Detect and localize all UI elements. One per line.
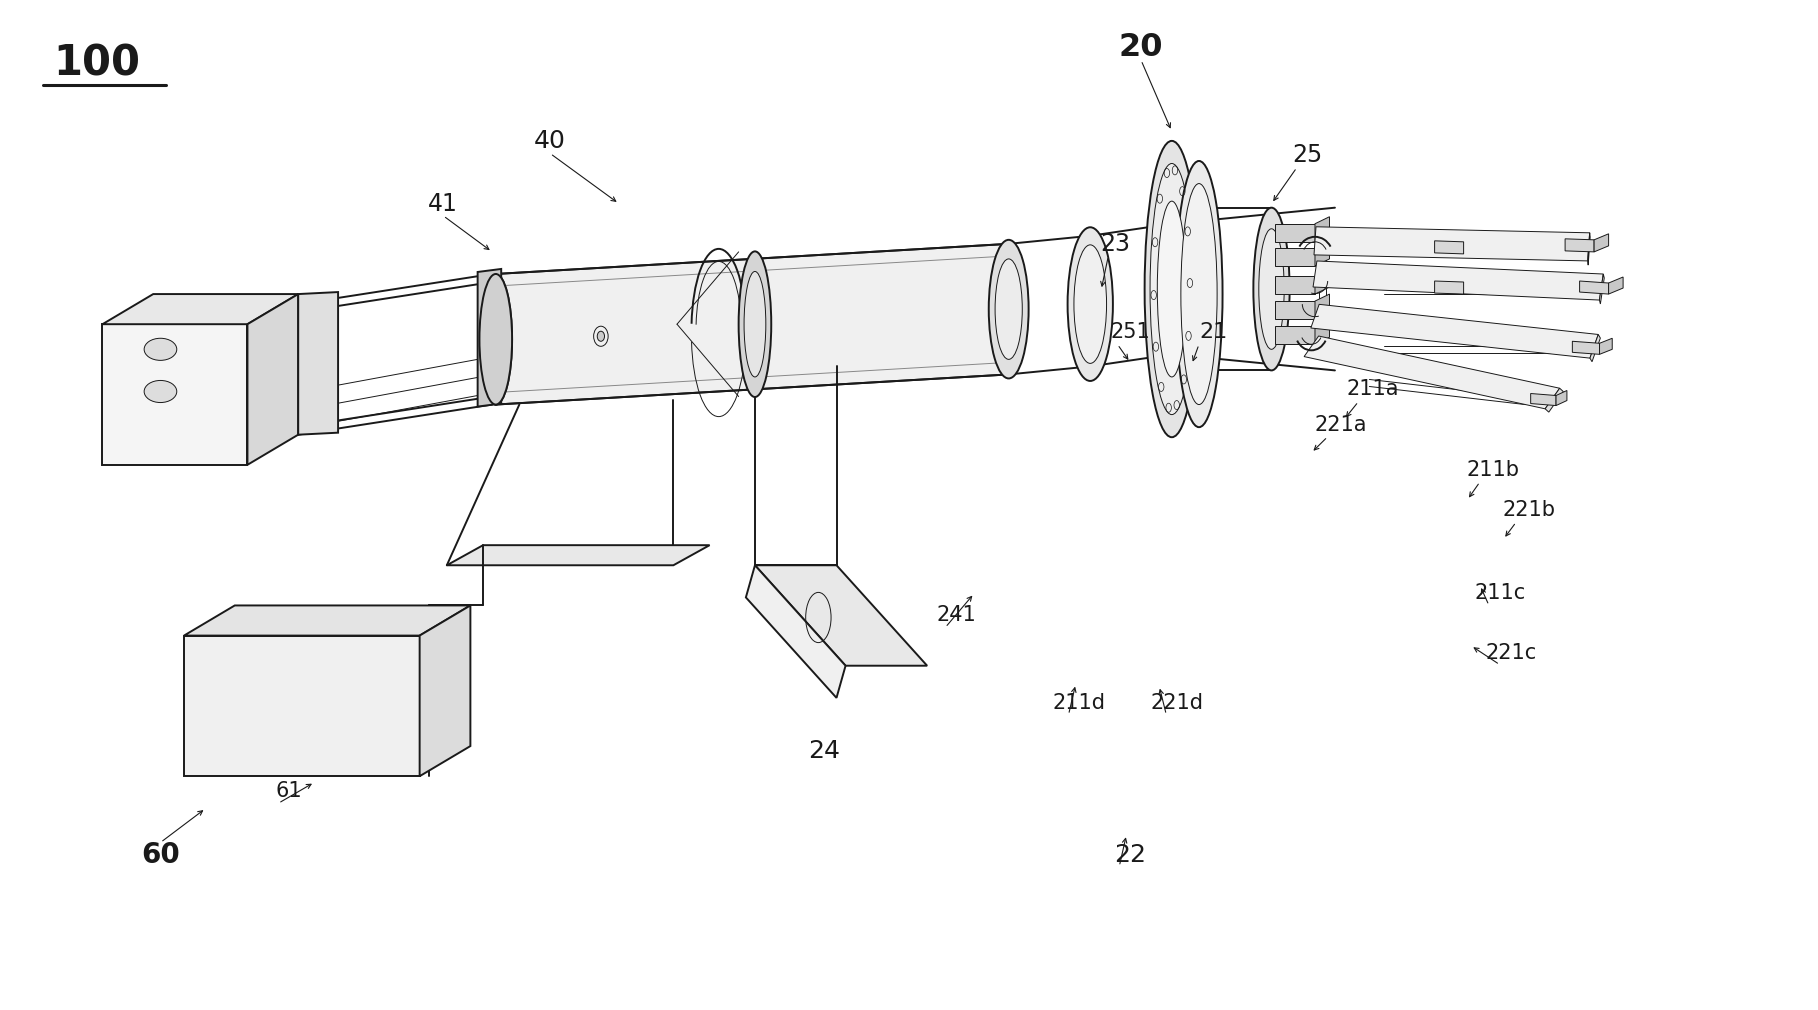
Polygon shape [1274,224,1314,241]
Text: 24: 24 [807,739,840,764]
Polygon shape [1274,276,1314,294]
Polygon shape [1274,301,1314,319]
Ellipse shape [1182,184,1216,405]
Polygon shape [1591,334,1600,362]
Ellipse shape [598,331,605,341]
Polygon shape [1580,281,1609,294]
Polygon shape [1314,319,1329,344]
Text: 23: 23 [1100,232,1131,256]
Polygon shape [1314,240,1329,266]
Text: 241: 241 [936,605,976,625]
Polygon shape [420,605,471,777]
Text: 61: 61 [276,782,302,801]
Polygon shape [1314,227,1589,261]
Polygon shape [1587,233,1591,266]
Polygon shape [1531,394,1556,406]
Polygon shape [1274,326,1314,344]
Polygon shape [1573,341,1600,355]
Polygon shape [745,566,845,698]
Text: 211b: 211b [1465,460,1520,480]
Polygon shape [184,605,471,635]
Polygon shape [478,269,502,407]
Ellipse shape [1253,208,1289,371]
Polygon shape [1600,338,1613,355]
Text: 251: 251 [1111,322,1151,342]
Polygon shape [247,294,298,465]
Polygon shape [1314,269,1329,294]
Ellipse shape [989,239,1029,379]
Ellipse shape [738,251,771,397]
Polygon shape [447,545,709,566]
Ellipse shape [1176,161,1222,427]
Polygon shape [496,243,1009,405]
Ellipse shape [1074,244,1107,364]
Ellipse shape [1145,140,1200,437]
Polygon shape [1609,277,1623,294]
Text: 221b: 221b [1502,500,1556,520]
Polygon shape [1314,217,1329,241]
Polygon shape [1274,247,1314,266]
Ellipse shape [144,381,176,403]
Ellipse shape [485,294,507,385]
Text: 221a: 221a [1314,415,1367,434]
Text: 100: 100 [53,42,140,84]
Polygon shape [1304,336,1560,409]
Polygon shape [1545,388,1563,412]
Text: 211c: 211c [1474,584,1525,603]
Polygon shape [1313,261,1603,300]
Ellipse shape [994,259,1022,360]
Polygon shape [1434,240,1463,254]
Polygon shape [298,292,338,434]
Ellipse shape [744,272,765,377]
Ellipse shape [1158,201,1187,377]
Text: 40: 40 [534,129,565,154]
Text: 22: 22 [1114,842,1145,867]
Text: 20: 20 [1118,32,1164,64]
Polygon shape [754,566,927,666]
Text: 221c: 221c [1485,642,1536,663]
Text: 211a: 211a [1347,380,1400,400]
Ellipse shape [144,338,176,361]
Ellipse shape [480,274,513,405]
Text: 21: 21 [1200,322,1227,342]
Polygon shape [1434,281,1463,294]
Polygon shape [1565,238,1594,251]
Polygon shape [1314,294,1329,319]
Ellipse shape [480,274,513,405]
Text: 60: 60 [142,840,180,869]
Ellipse shape [1151,164,1194,414]
Text: 25: 25 [1293,143,1324,168]
Polygon shape [1594,233,1609,251]
Ellipse shape [1067,227,1113,381]
Polygon shape [1556,391,1567,406]
Polygon shape [184,635,420,777]
Polygon shape [102,294,298,324]
Polygon shape [1600,274,1603,304]
Ellipse shape [1258,229,1284,349]
Polygon shape [1311,304,1598,359]
Text: 41: 41 [429,192,458,216]
Polygon shape [102,324,247,465]
Text: 221d: 221d [1151,693,1204,713]
Text: 211d: 211d [1053,693,1105,713]
